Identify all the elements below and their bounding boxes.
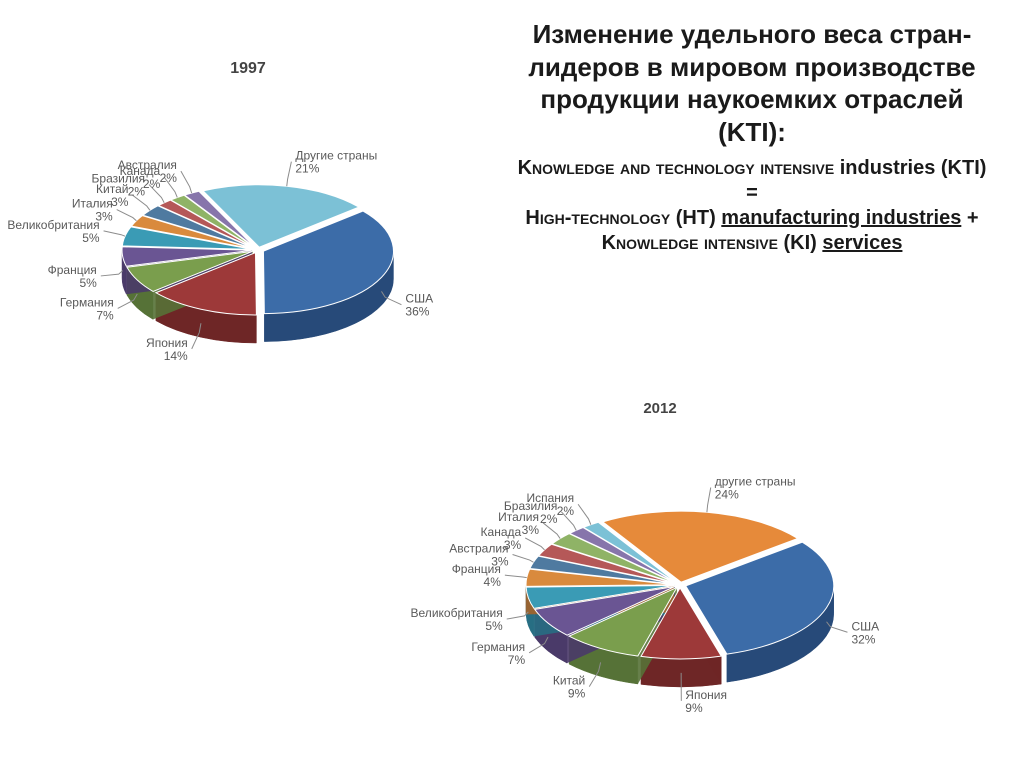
pie-2012-svg: США32% Япония9% Китай9% Германия7% Великобри… [330, 400, 990, 760]
pie-chart-2012: 2012 США32%Япония9%Китай9%Германия7%Вели… [330, 400, 990, 760]
pie-1997-svg: США36% Япония14% Германия7% Франция5% Велико… [8, 60, 488, 420]
slice-label: Япония9% [685, 688, 727, 715]
slice-label: другие страны24% [715, 474, 796, 501]
title-block: Изменение удельного веса стран-лидеров в… [512, 18, 992, 256]
slice-label: США32% [851, 619, 879, 646]
slice-label: Великобритания5% [8, 218, 100, 245]
label-leader [578, 504, 591, 524]
pie-chart-1997: 1997 США36%Япония14%Германия7%Франция5%В… [8, 60, 488, 420]
slide-stage: Изменение удельного веса стран-лидеров в… [0, 0, 1024, 768]
slice-label: Япония14% [146, 336, 188, 363]
label-leader [507, 612, 529, 619]
slice-label: США36% [405, 292, 433, 319]
slice-label: Франция5% [48, 263, 98, 290]
label-leader [117, 210, 137, 221]
label-leader [101, 271, 123, 276]
label-leader [505, 575, 527, 577]
label-leader [181, 171, 192, 193]
slice-label: Германия7% [471, 640, 525, 667]
slide-title: Изменение удельного веса стран-лидеров в… [512, 18, 992, 148]
slice-label: Великобритания5% [411, 606, 503, 633]
label-leader [287, 162, 292, 187]
slide-subtitle: Knowledge and technology intensive indus… [512, 156, 992, 256]
slice-label: Германия7% [60, 295, 114, 322]
label-leader [513, 555, 534, 563]
slice-label: Другие страны21% [295, 149, 377, 176]
slice-label: Китай9% [553, 674, 586, 701]
label-leader [707, 487, 711, 512]
label-leader [104, 231, 126, 236]
label-leader [525, 538, 544, 550]
